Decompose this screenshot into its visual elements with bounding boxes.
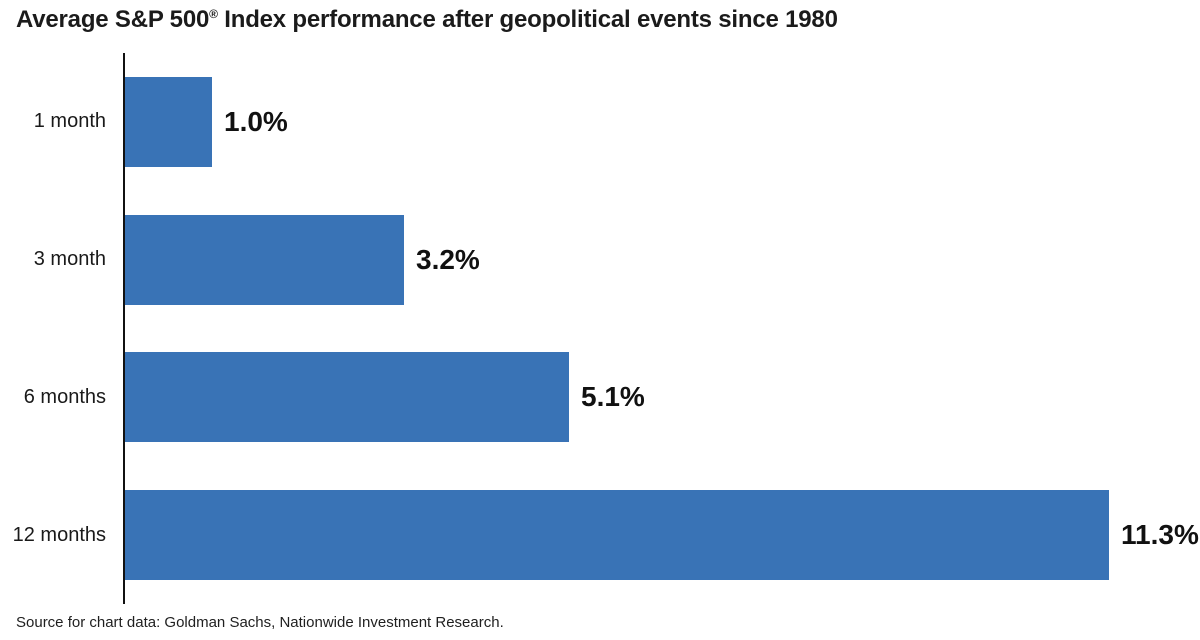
bar [125,76,212,167]
bar-row: 1 month 1.0% [0,53,1200,191]
source-note: Source for chart data: Goldman Sachs, Na… [16,614,504,631]
category-label: 3 month [33,248,106,271]
bar-row: 6 months 5.1% [0,329,1200,467]
bar-value-label: 5.1% [581,381,645,413]
bar [125,490,1109,581]
bar [125,352,569,443]
chart-title: Average S&P 500® Index performance after… [16,6,838,34]
y-axis-line [123,53,125,604]
bar-rows-container: 1 month 1.0% 3 month 3.2% 6 months 5.1% 12 mon… [0,53,1200,604]
bar-row: 3 month 3.2% [0,191,1200,329]
category-label: 6 months [23,385,106,408]
chart-title-post: Index performance after geopolitical eve… [217,6,838,33]
category-label: 1 month [33,110,106,133]
registered-trademark-symbol: ® [209,7,218,21]
bar-value-label: 1.0% [224,105,288,137]
category-label: 12 months [12,523,106,546]
bar [125,214,404,305]
bar-row: 12 months 11.3% [0,466,1200,604]
bar-value-label: 11.3% [1121,519,1199,551]
bar-chart: 1 month 1.0% 3 month 3.2% 6 months 5.1% 12 mon… [0,53,1200,604]
bar-value-label: 3.2% [416,243,480,275]
chart-title-pre: Average S&P 500 [16,6,210,33]
